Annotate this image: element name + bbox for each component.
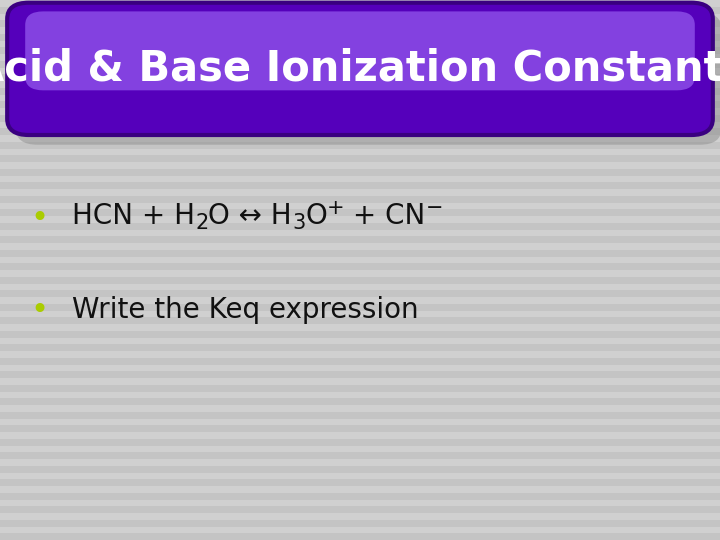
Bar <box>0 534 720 540</box>
FancyBboxPatch shape <box>7 3 713 135</box>
Text: −: − <box>426 198 444 218</box>
Bar <box>0 141 720 149</box>
Bar <box>0 507 720 513</box>
Bar <box>0 222 720 230</box>
Bar <box>0 33 720 40</box>
Bar <box>0 453 720 459</box>
Bar <box>0 519 720 526</box>
Bar <box>0 168 720 176</box>
Bar <box>0 399 720 405</box>
Bar <box>0 87 720 94</box>
Text: Acid & Base Ionization Constants: Acid & Base Ionization Constants <box>0 48 720 90</box>
Bar <box>0 128 720 135</box>
Bar <box>0 480 720 486</box>
Bar <box>0 438 720 445</box>
Bar <box>0 276 720 284</box>
Text: 2: 2 <box>195 213 208 233</box>
Bar <box>0 426 720 432</box>
Bar <box>0 465 720 472</box>
Bar <box>0 263 720 270</box>
Text: O ↔ H: O ↔ H <box>208 202 292 230</box>
Bar <box>0 303 720 310</box>
Text: •: • <box>30 296 49 325</box>
Bar <box>0 156 720 162</box>
Text: •: • <box>30 204 49 233</box>
Bar <box>0 372 720 378</box>
Bar <box>0 249 720 256</box>
Text: Write the Keq expression: Write the Keq expression <box>72 296 418 325</box>
Bar <box>0 291 720 297</box>
Bar <box>0 345 720 351</box>
Text: O: O <box>305 202 327 230</box>
FancyBboxPatch shape <box>16 12 720 145</box>
Bar <box>0 6 720 14</box>
Text: 3: 3 <box>292 213 305 233</box>
Bar <box>0 209 720 216</box>
Bar <box>0 47 720 54</box>
Bar <box>0 20 720 27</box>
Bar <box>0 115 720 122</box>
Bar <box>0 60 720 68</box>
Bar <box>0 237 720 243</box>
Bar <box>0 317 720 324</box>
Bar <box>0 183 720 189</box>
Bar <box>0 384 720 391</box>
Bar <box>0 74 720 81</box>
Text: +: + <box>327 198 344 218</box>
Bar <box>0 195 720 202</box>
Text: + CN: + CN <box>344 202 426 230</box>
FancyBboxPatch shape <box>25 11 695 90</box>
Bar <box>0 330 720 338</box>
Bar <box>0 492 720 500</box>
Text: HCN + H: HCN + H <box>72 202 195 230</box>
Bar <box>0 411 720 418</box>
Bar <box>0 357 720 364</box>
Bar <box>0 102 720 108</box>
